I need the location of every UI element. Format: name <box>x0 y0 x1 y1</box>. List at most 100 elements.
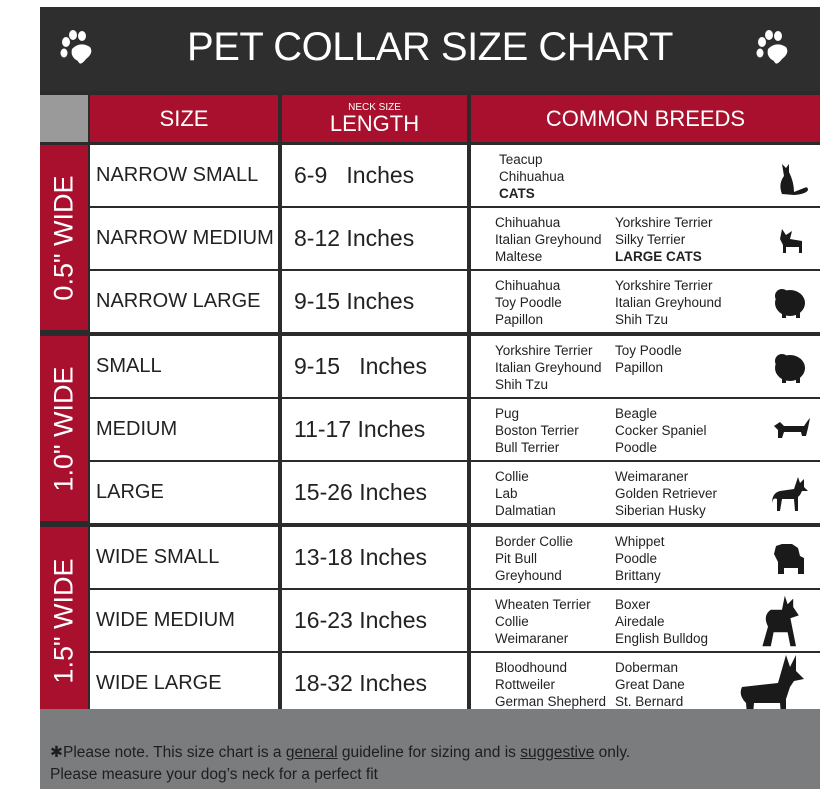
breeds-cell: Yorkshire Terrier Italian Greyhound Shih T… <box>471 336 820 397</box>
breed-name: Collie <box>495 469 529 484</box>
breeds-cell: Chihuahua Toy Poodle Papillon Yorkshire Ter… <box>471 271 820 332</box>
breed-name: Boxer <box>615 597 651 612</box>
length-value: 9-15 Inches <box>294 288 415 314</box>
size-cell: WIDE MEDIUM <box>90 590 278 651</box>
breed-column: Collie Lab Dalmatian <box>495 468 556 519</box>
breed-name: English Bulldog <box>615 631 709 646</box>
breed-name: Brittany <box>615 568 661 583</box>
breed-name: Airedale <box>615 614 665 629</box>
size-cell: WIDE LARGE <box>90 653 278 714</box>
header-length-small: NECK SIZE <box>348 101 401 113</box>
breed-name: Chihuahua <box>495 278 561 293</box>
dachshund-icon <box>774 417 810 438</box>
breed-column: Weimaraner Golden Retriever Siberian Husky <box>615 468 717 519</box>
size-label: NARROW MEDIUM <box>96 227 274 249</box>
size-label: LARGE <box>96 481 164 503</box>
breed-column: Toy Poodle Papillon <box>615 342 682 376</box>
width-label: 1.5" WIDE <box>48 557 79 684</box>
breed-name: Bull Terrier <box>495 440 560 455</box>
breed-name: Yorkshire Terrier <box>615 215 713 230</box>
length-cell: 6-9 Inches <box>282 145 467 206</box>
breed-name: Maltese <box>495 249 543 264</box>
breed-name: CATS <box>499 186 535 201</box>
footer-note: ✱Please note. This size chart is a gener… <box>40 709 820 789</box>
paw-icon <box>756 30 788 64</box>
header-length: NECK SIZE LENGTH <box>282 95 467 142</box>
size-chart: PET COLLAR SIZE CHART SIZE NECK SIZE LEN… <box>40 7 820 789</box>
breed-name: Lab <box>495 486 518 501</box>
length-cell: 8-12 Inches <box>282 208 467 269</box>
length-cell: 13-18 Inches <box>282 527 467 588</box>
size-cell: NARROW MEDIUM <box>90 208 278 269</box>
breed-name: German Shepherd <box>495 694 607 709</box>
width-label: 0.5" WIDE <box>48 174 79 301</box>
breed-name: Dalmatian <box>495 503 556 518</box>
breed-column: Yorkshire Terrier Italian Greyhound Shih T… <box>615 277 722 328</box>
breed-name: Bloodhound <box>495 660 568 675</box>
breed-name: Shih Tzu <box>495 377 549 392</box>
breed-name: St. Bernard <box>615 694 684 709</box>
chihuahua-icon <box>780 228 802 253</box>
breeds-cell: Collie Lab Dalmatian Weimaraner Golden Retri… <box>471 462 820 523</box>
breed-column: Yorkshire Terrier Silky Terrier LARGE CATS <box>615 214 713 265</box>
breed-name: Poodle <box>615 440 658 455</box>
breed-column: Whippet Poodle Brittany <box>615 533 665 584</box>
breed-name: Beagle <box>615 406 658 421</box>
length-cell: 15-26 Inches <box>282 462 467 523</box>
breed-name: Siberian Husky <box>615 503 706 518</box>
size-label: NARROW LARGE <box>96 290 261 312</box>
breed-name: Toy Poodle <box>495 295 562 310</box>
breed-column: Doberman Great Dane St. Bernard <box>615 659 685 710</box>
size-label: WIDE SMALL <box>96 546 220 568</box>
size-cell: NARROW LARGE <box>90 271 278 332</box>
breeds-cell: Border Collie Pit Bull Greyhound Whippet Poo… <box>471 527 820 588</box>
size-cell: MEDIUM <box>90 399 278 460</box>
note-suggestive: suggestive <box>520 744 595 761</box>
breed-column: Border Collie Pit Bull Greyhound <box>495 533 573 584</box>
breed-column: Wheaten Terrier Collie Weimaraner <box>495 596 591 647</box>
breed-name: Silky Terrier <box>615 232 686 247</box>
breeds-cell: Pug Boston Terrier Bull Terrier Beagle Cocke… <box>471 399 820 460</box>
note-line2: Please measure your dog’s neck for a per… <box>50 766 378 783</box>
width-group-label: 1.0" WIDE <box>40 336 88 521</box>
bulldog-icon <box>774 543 804 574</box>
breed-name: Chihuahua <box>499 169 565 184</box>
breed-name: Collie <box>495 614 529 629</box>
breed-name: Whippet <box>615 534 665 549</box>
doberman-icon <box>740 655 804 727</box>
size-label: MEDIUM <box>96 418 178 440</box>
breed-name: LARGE CATS <box>615 249 702 264</box>
width-group-label: 0.5" WIDE <box>40 145 88 330</box>
pomeranian-icon <box>775 353 805 383</box>
breed-column: Teacup Chihuahua CATS <box>499 151 564 202</box>
length-value: 11-17 Inches <box>294 416 426 442</box>
note-text: only. <box>594 744 631 761</box>
breed-name: Weimaraner <box>495 631 569 646</box>
breed-name: Golden Retriever <box>615 486 718 501</box>
breed-name: Papillon <box>615 360 664 375</box>
size-label: SMALL <box>96 355 162 377</box>
paw-icon <box>60 30 92 64</box>
pitbull-icon <box>762 595 799 646</box>
size-cell: WIDE SMALL <box>90 527 278 588</box>
breed-name: Wheaten Terrier <box>495 597 591 612</box>
size-label: WIDE MEDIUM <box>96 609 235 631</box>
size-label: NARROW SMALL <box>96 164 259 186</box>
pomeranian-icon <box>775 288 805 318</box>
breed-name: Boston Terrier <box>495 423 579 438</box>
breed-name: Teacup <box>499 152 543 167</box>
note-text: ✱Please note. This size chart is a <box>50 744 286 761</box>
breeds-cell: Bloodhound Rottweiler German Shepherd Dober… <box>471 653 820 727</box>
size-label: WIDE LARGE <box>96 672 222 694</box>
length-value: 13-18 Inches <box>294 544 427 570</box>
breed-name: Chihuahua <box>495 215 561 230</box>
breed-name: Greyhound <box>495 568 562 583</box>
title-bar: PET COLLAR SIZE CHART <box>40 7 820 91</box>
length-value: 8-12 Inches <box>294 225 415 251</box>
breed-column: Yorkshire Terrier Italian Greyhound Shih T… <box>495 342 602 393</box>
length-value: 18-32 Inches <box>294 670 427 696</box>
breed-name: Doberman <box>615 660 679 675</box>
header-size: SIZE <box>90 95 278 142</box>
breed-name: Italian Greyhound <box>615 295 722 310</box>
header-breeds: COMMON BREEDS <box>471 95 820 142</box>
